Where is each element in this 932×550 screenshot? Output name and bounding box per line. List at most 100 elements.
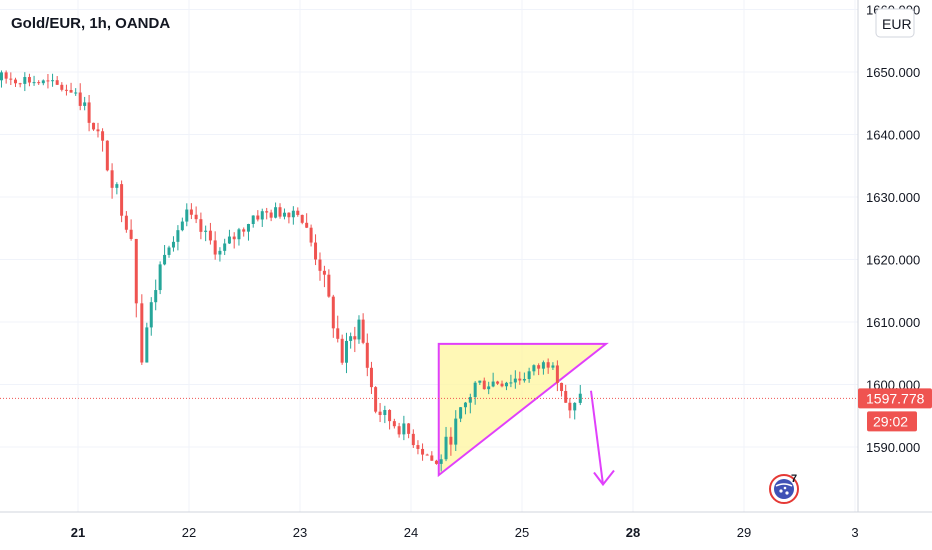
- candle: [9, 72, 13, 85]
- candle: [560, 382, 564, 397]
- candle: [140, 294, 144, 365]
- candle-body: [568, 402, 572, 411]
- candle-body: [478, 380, 482, 383]
- candle-body: [163, 254, 167, 265]
- date-tick: 22: [182, 525, 196, 540]
- candle-body: [87, 102, 91, 123]
- candle-body: [434, 460, 438, 464]
- candle-body: [309, 227, 313, 243]
- candle: [208, 222, 212, 245]
- candle-body: [140, 303, 144, 363]
- breakdown-arrow[interactable]: [590, 390, 615, 487]
- candle-body: [411, 433, 415, 446]
- candle: [491, 372, 495, 388]
- candle: [87, 94, 91, 132]
- candle: [27, 73, 31, 87]
- candle: [105, 140, 109, 172]
- candle-body: [260, 211, 264, 220]
- candle-body: [185, 209, 189, 222]
- candle: [13, 77, 17, 87]
- candle-body: [223, 243, 227, 251]
- candle-body: [504, 382, 508, 387]
- candle-body: [546, 362, 550, 368]
- countdown-badge: 29:02: [867, 411, 917, 432]
- candle: [344, 332, 348, 374]
- candle: [425, 453, 429, 456]
- candle: [369, 361, 373, 394]
- idea-badge[interactable]: 7: [769, 473, 799, 504]
- candle: [32, 75, 36, 86]
- candle: [555, 360, 559, 392]
- candle: [101, 128, 105, 152]
- candle: [199, 212, 203, 240]
- candle: [392, 418, 396, 429]
- candle-body: [13, 79, 17, 84]
- candle-body: [120, 184, 124, 216]
- candle-body: [134, 238, 138, 304]
- candle-body: [473, 382, 477, 398]
- candle: [92, 122, 96, 131]
- arrow-shaft: [590, 390, 604, 485]
- candle: [487, 381, 491, 395]
- price-axis[interactable]: 1660.000 1650.000 1640.000 1630.000 1620…: [866, 3, 920, 456]
- ascending-triangle-pattern[interactable]: [437, 342, 609, 478]
- candle: [269, 209, 273, 222]
- candle-body: [392, 421, 396, 427]
- currency-badge[interactable]: EUR: [875, 8, 915, 38]
- candle-body: [388, 410, 392, 422]
- candle-body: [218, 250, 222, 255]
- candle-body: [23, 77, 27, 84]
- candle-body: [46, 80, 50, 82]
- candle: [309, 224, 313, 247]
- candle-body: [287, 212, 291, 218]
- candle: [120, 180, 124, 223]
- countdown-value: 29:02: [873, 413, 908, 429]
- candle: [265, 207, 269, 220]
- candle: [459, 406, 463, 423]
- candle: [0, 70, 3, 88]
- candles-layer: [0, 70, 582, 472]
- candle-body: [318, 259, 322, 271]
- candle: [314, 234, 318, 266]
- candle: [537, 363, 541, 376]
- time-axis[interactable]: 21 22 23 24 25 28 29 3: [71, 525, 859, 540]
- candle: [154, 279, 158, 311]
- candle-body: [361, 319, 365, 343]
- candle: [518, 371, 522, 385]
- candle-body: [416, 445, 420, 449]
- candle-body: [397, 426, 401, 435]
- price-tick: 1620.000: [866, 253, 920, 268]
- candle: [444, 426, 448, 462]
- candle-body: [208, 230, 212, 241]
- candle: [167, 245, 171, 258]
- candle-body: [509, 382, 513, 384]
- candle: [509, 374, 513, 388]
- candle: [163, 245, 167, 266]
- candle-body: [482, 380, 486, 390]
- candle: [232, 232, 236, 249]
- candle-body: [459, 407, 463, 419]
- candle-body: [383, 410, 387, 415]
- candle: [449, 427, 453, 456]
- candle: [327, 269, 331, 298]
- candle-body: [425, 454, 429, 456]
- candle-body: [369, 367, 373, 388]
- price-tick: 1590.000: [866, 440, 920, 455]
- candle-body: [194, 214, 198, 220]
- candle: [260, 208, 264, 227]
- candle-body: [158, 264, 162, 291]
- candle: [41, 79, 45, 86]
- candle-body: [227, 236, 231, 244]
- candle: [527, 367, 531, 383]
- candle-body: [265, 211, 269, 213]
- candle: [223, 238, 227, 256]
- candle-body: [402, 423, 406, 435]
- candle: [374, 386, 378, 414]
- candle: [213, 231, 217, 260]
- candle-body: [378, 411, 382, 415]
- candle: [482, 377, 486, 390]
- candle-body: [269, 212, 273, 218]
